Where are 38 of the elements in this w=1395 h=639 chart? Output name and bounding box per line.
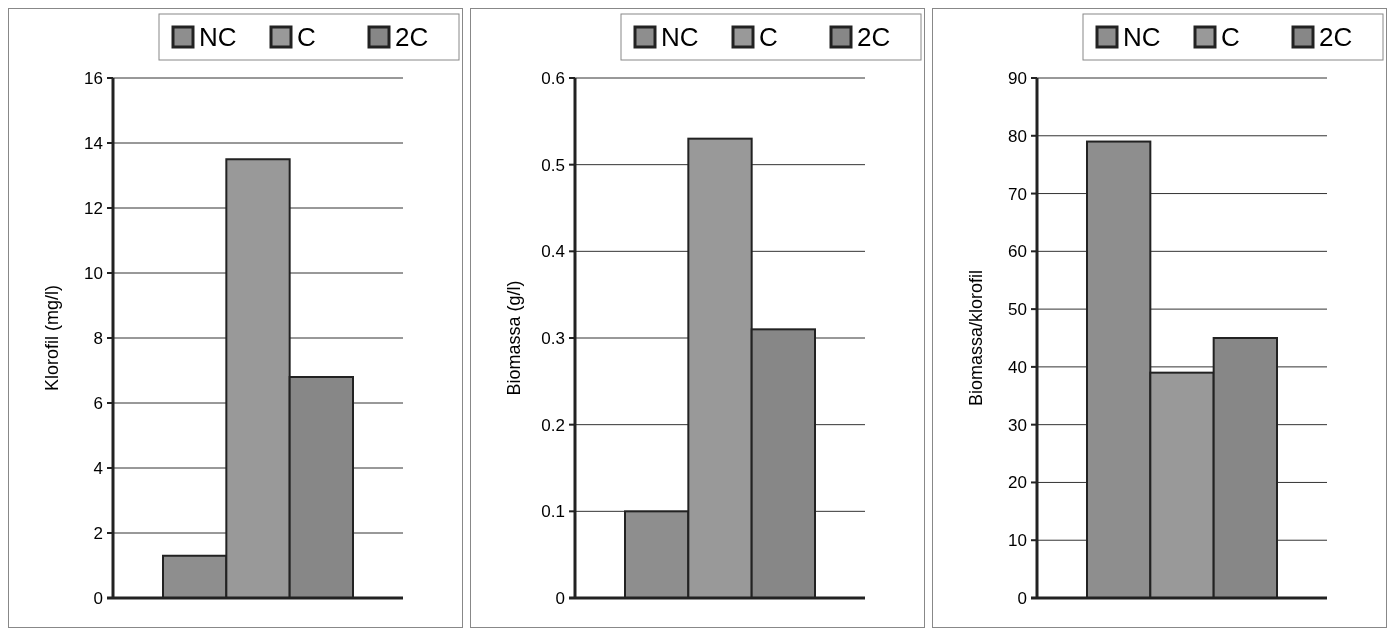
y-tick-label: 0.4 xyxy=(541,242,565,262)
y-axis-title: Biomassa/klorofil xyxy=(966,269,986,407)
legend-label: 2C xyxy=(1319,22,1353,53)
y-tick-label: 0.2 xyxy=(541,415,565,435)
legend-label: 2C xyxy=(395,22,429,53)
y-tick-label: 14 xyxy=(84,133,103,153)
legend-label: NC xyxy=(661,22,699,53)
y-tick-label: 2 xyxy=(93,523,103,543)
y-tick-label: 0 xyxy=(93,588,103,608)
y-tick-label: 30 xyxy=(1008,415,1027,435)
y-tick-label: 16 xyxy=(84,68,103,88)
y-tick-label: 10 xyxy=(84,263,103,283)
y-tick-label: 12 xyxy=(84,198,103,218)
y-tick-label: 20 xyxy=(1008,473,1027,493)
y-axis-title: Klorofil (mg/l) xyxy=(42,284,62,392)
y-tick-label: 8 xyxy=(93,328,103,348)
legend-label: NC xyxy=(1123,22,1161,53)
legend-label: 2C xyxy=(857,22,891,53)
y-tick-label: 90 xyxy=(1008,68,1027,88)
y-tick-label: 60 xyxy=(1008,242,1027,262)
y-tick-label: 0.6 xyxy=(541,68,565,88)
y-tick-label: 4 xyxy=(93,458,103,478)
y-tick-label: 50 xyxy=(1008,300,1027,320)
y-tick-label: 80 xyxy=(1008,126,1027,146)
y-tick-label: 0.5 xyxy=(541,155,565,175)
y-tick-label: 0 xyxy=(555,588,565,608)
legend-label: NC xyxy=(199,22,237,53)
legend-label: C xyxy=(297,22,316,53)
y-tick-label: 40 xyxy=(1008,357,1027,377)
y-tick-label: 70 xyxy=(1008,184,1027,204)
y-axis-title: Biomassa (g/l) xyxy=(504,280,524,396)
legend-label: C xyxy=(1221,22,1240,53)
y-tick-label: 0.1 xyxy=(541,502,565,522)
y-tick-label: 6 xyxy=(93,393,103,413)
y-tick-label: 0 xyxy=(1017,588,1027,608)
legend-label: C xyxy=(759,22,778,53)
y-tick-label: 10 xyxy=(1008,531,1027,551)
y-tick-label: 0.3 xyxy=(541,328,565,348)
